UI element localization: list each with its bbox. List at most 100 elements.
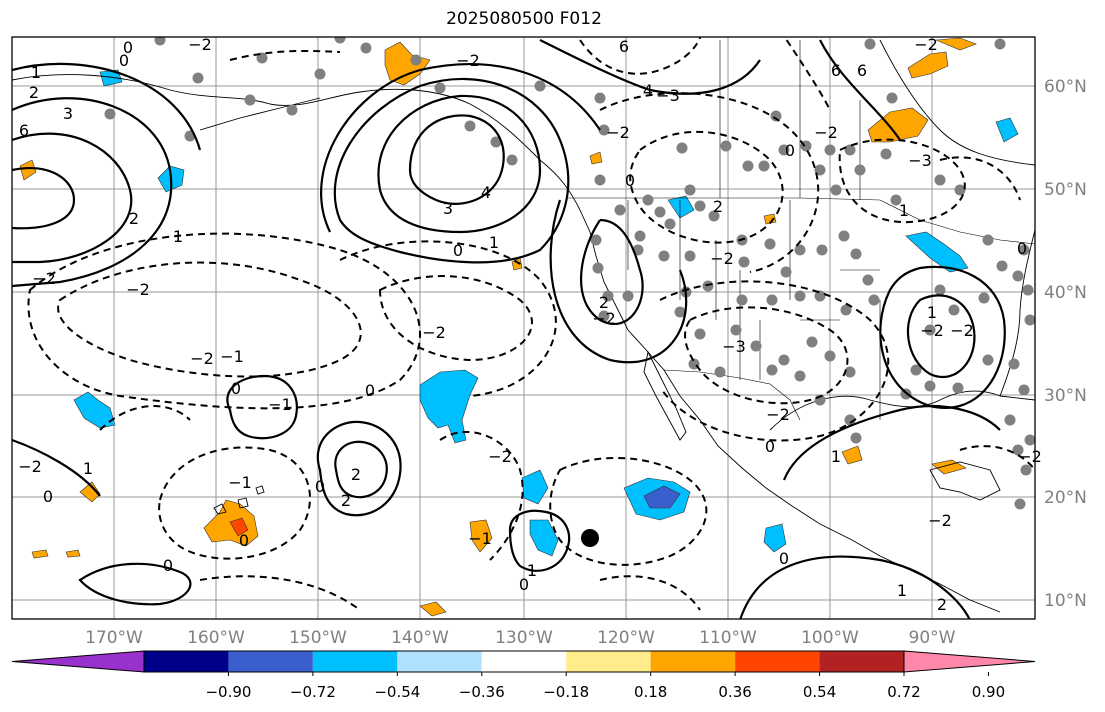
station-dot — [978, 292, 990, 304]
shade-blue — [763, 523, 787, 553]
colorbar-segment — [819, 651, 904, 672]
contour-label: −2 — [190, 349, 214, 368]
contour-label: 0 — [785, 141, 795, 160]
station-dot — [654, 206, 666, 218]
contour-solid — [782, 404, 1001, 481]
colorbar-segment — [481, 651, 567, 672]
station-dot — [838, 230, 850, 242]
border-us-mexico — [663, 369, 801, 421]
contour-dashed — [959, 445, 1035, 471]
contour-dashed — [783, 37, 831, 111]
station-dot — [464, 120, 476, 132]
political-borders — [568, 40, 1035, 421]
station-dot — [868, 294, 880, 306]
contour-dashed — [27, 37, 1035, 611]
shade-orange — [935, 37, 977, 51]
station-dot — [948, 304, 960, 316]
contour-label: 0 — [519, 575, 529, 594]
contour-label: 1 — [489, 233, 499, 252]
contour-label: 1 — [83, 459, 93, 478]
contour-label: −2 — [592, 309, 616, 328]
contour-solid — [320, 63, 601, 233]
colorbar-tick-label: −0.72 — [290, 683, 336, 701]
station-dot — [506, 154, 518, 166]
shade-orange — [469, 519, 493, 553]
station-dot — [778, 354, 790, 366]
contour-solid — [316, 420, 402, 517]
contour-dashed — [99, 405, 191, 431]
contour-dashed — [838, 138, 966, 224]
contour-solid — [334, 440, 388, 499]
contour-dashed — [939, 156, 1021, 201]
contour-dashed — [599, 575, 701, 611]
station-dot — [934, 174, 946, 186]
station-dot — [1018, 244, 1030, 256]
shade-blue — [521, 469, 549, 505]
colorbar-tick-label: 0.54 — [803, 683, 836, 701]
station-dot — [598, 310, 610, 322]
colorbar-tick-label: 0.18 — [634, 683, 667, 701]
colorbar-tick-label: −0.18 — [543, 683, 589, 701]
colorbar-frame — [143, 650, 905, 673]
latitude-label: 20°N — [1044, 488, 1087, 508]
shade-blue — [995, 117, 1019, 143]
coastline-hudson — [879, 39, 1035, 166]
contour-label: 2 — [713, 197, 723, 216]
shade-orange — [907, 51, 949, 79]
contour-solid — [508, 509, 571, 572]
contour-label: −2 — [1018, 447, 1042, 466]
contour-solid — [78, 562, 192, 606]
contour-dashed — [27, 232, 421, 410]
contour-solid — [12, 167, 76, 230]
station-dot — [594, 174, 606, 186]
station-dot — [714, 366, 726, 378]
contour-dashed — [339, 240, 557, 397]
station-dot — [794, 244, 806, 256]
contour-label: −3 — [656, 86, 680, 105]
contour-label: 1 — [927, 303, 937, 322]
station-dot — [410, 54, 422, 66]
station-dot — [154, 37, 166, 46]
shade-purple — [643, 485, 681, 509]
contour-label: 1 — [527, 561, 537, 580]
contour-solid — [12, 62, 202, 151]
shade-blue — [529, 519, 559, 557]
colorbar-segment — [650, 651, 736, 672]
contour-solid — [879, 265, 1006, 409]
station-dot — [982, 234, 994, 246]
station-dot — [1020, 464, 1032, 476]
contour-solid — [906, 294, 976, 379]
station-dot — [952, 382, 964, 394]
station-dot — [360, 42, 372, 54]
contour-dashed — [199, 575, 361, 611]
station-dot — [830, 184, 842, 196]
station-dot — [862, 274, 874, 286]
contour-label: −2 — [126, 280, 150, 299]
station-dot — [534, 80, 546, 92]
station-dot — [778, 144, 790, 156]
contour-label: −1 — [220, 347, 244, 366]
contour-solid — [12, 39, 1006, 619]
colorbar-tick-label: 0.36 — [718, 683, 751, 701]
station-dot — [924, 324, 936, 336]
station-dot — [816, 244, 828, 256]
station-dot — [684, 250, 696, 262]
shaded-fields — [19, 37, 1019, 617]
shade-orange — [419, 601, 447, 617]
contour-label: −3 — [722, 337, 746, 356]
longitude-label: 130°W — [495, 628, 553, 648]
station-dot — [814, 290, 826, 302]
contour-label: 0 — [453, 241, 463, 260]
contour-label: −2 — [488, 447, 512, 466]
contour-dashed — [378, 275, 533, 362]
station-dot — [736, 294, 748, 306]
contour-label: 0 — [163, 556, 173, 575]
station-dot — [730, 324, 742, 336]
station-dot — [880, 148, 892, 160]
station-dot — [890, 194, 902, 206]
station-dot — [794, 290, 806, 302]
station-dots — [104, 37, 1035, 510]
latitude-labels: 60°N 50°N 40°N 30°N 20°N 10°N — [1044, 77, 1087, 611]
station-dot — [286, 104, 298, 116]
contour-label: −2 — [914, 35, 938, 54]
